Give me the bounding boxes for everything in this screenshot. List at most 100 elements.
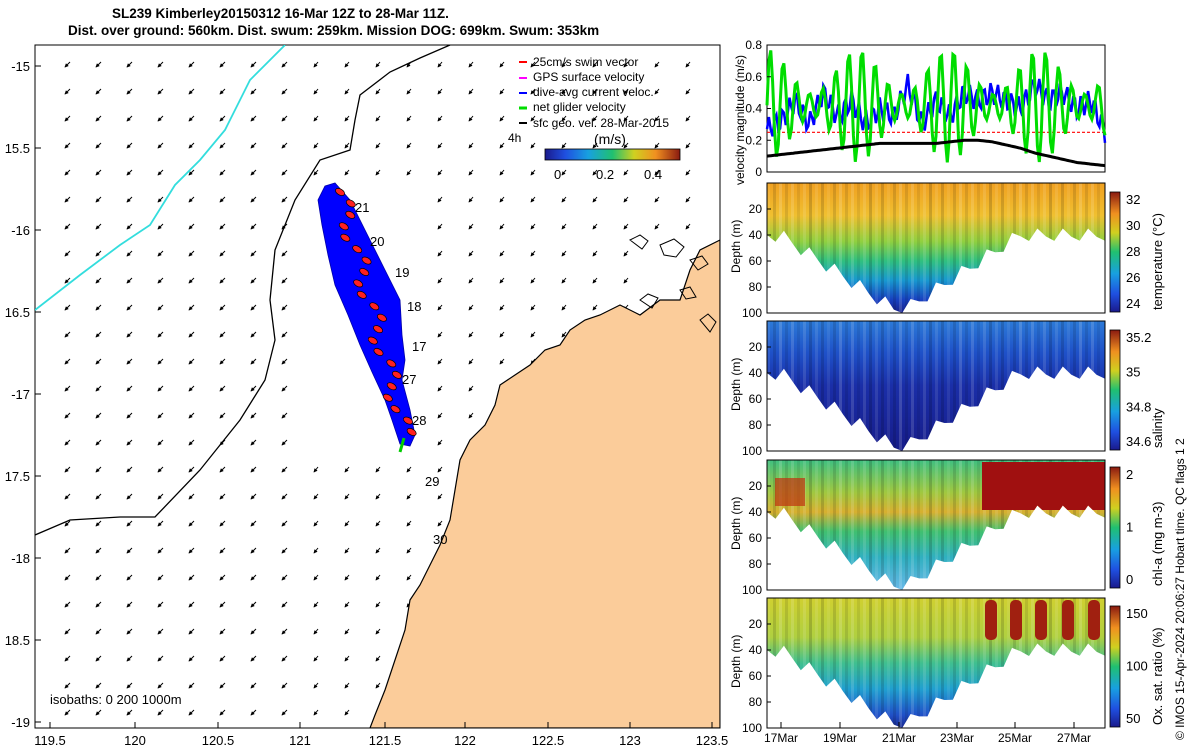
current-arrow [95, 196, 102, 203]
current-arrow [250, 196, 257, 203]
current-arrow [219, 655, 226, 662]
colorbar-tick-label: 2 [1126, 467, 1133, 482]
current-arrow [685, 196, 691, 203]
current-arrow [530, 115, 536, 122]
profile-streak [893, 460, 896, 590]
current-arrow [188, 115, 195, 122]
swim-vector-mark [390, 405, 401, 414]
current-arrow [375, 682, 381, 689]
swim-vector-mark [335, 188, 345, 196]
current-arrow [623, 196, 629, 203]
current-arrow [281, 601, 288, 608]
current-arrow [437, 142, 443, 149]
current-arrow [64, 628, 71, 635]
colorbar-tick-0: 0 [554, 167, 561, 182]
current-arrow [437, 88, 443, 95]
day-label-18: 18 [407, 299, 421, 314]
title-line-1: SL239 Kimberley20150312 16-Mar 12Z to 28… [112, 6, 449, 21]
profile-streak [953, 321, 956, 451]
current-arrow [95, 493, 102, 500]
current-arrow [64, 682, 71, 689]
current-arrow [219, 385, 226, 392]
current-arrow [281, 493, 288, 500]
current-arrow [561, 304, 567, 311]
current-arrow [126, 466, 133, 473]
current-arrow [685, 61, 691, 68]
map-x-tick-label: 123 [619, 733, 641, 748]
profile-streak [905, 183, 908, 313]
current-arrow [375, 115, 381, 122]
depth-axis-label: Depth (m) [729, 635, 743, 688]
current-arrow [561, 142, 567, 149]
current-arrow [250, 520, 257, 527]
colorbar-label: temperature (°C) [1150, 213, 1165, 310]
profile-streak [983, 460, 986, 590]
current-arrow [157, 520, 164, 527]
profile-streak [917, 598, 920, 728]
profile-streak [971, 598, 974, 728]
colorbar-label: chl-a (mg m-3) [1150, 501, 1165, 586]
colorbar-tick-label: 34.8 [1126, 399, 1151, 414]
current-arrow [250, 655, 257, 662]
profile-streak [995, 460, 998, 590]
depth-tick-label: 60 [749, 392, 763, 406]
current-arrow [64, 493, 71, 500]
profile-streak [959, 183, 962, 313]
legend-gps: GPS surface velocity [533, 70, 644, 84]
current-arrow [64, 520, 71, 527]
current-arrow [126, 277, 133, 284]
depth-tick-label: 60 [749, 254, 763, 268]
current-arrow [188, 169, 195, 176]
swim-vector-mark [386, 382, 397, 391]
day-label-27: 27 [402, 372, 416, 387]
current-arrow [157, 277, 164, 284]
profile-streak [995, 598, 998, 728]
section-colorbar [1109, 605, 1121, 728]
current-arrow [64, 601, 71, 608]
depth-tick-label: 80 [749, 418, 763, 432]
profile-streak [923, 598, 926, 728]
depth-tick-label: 40 [749, 366, 763, 380]
current-arrow [313, 169, 319, 176]
profile-streak [893, 183, 896, 313]
current-arrow [219, 493, 226, 500]
current-arrow [437, 223, 443, 230]
current-arrow [654, 61, 660, 68]
depth-tick-label: 40 [749, 643, 763, 657]
depth-tick-label: 60 [749, 531, 763, 545]
current-arrow [375, 601, 381, 608]
swim-vector-mark [373, 325, 383, 334]
profile-streak [929, 321, 932, 451]
current-arrow [499, 358, 505, 365]
profile-streak [995, 183, 998, 313]
section-temperature: 20 40 60 80 100 Depth (m) 32 30 28 26 24 temperatur… [729, 182, 1165, 320]
current-arrow [281, 628, 288, 635]
map-legend: 25cm/s swim vector GPS surface velocity … [508, 55, 669, 145]
profile-streak [935, 321, 938, 451]
depth-tick-label: 60 [749, 669, 763, 683]
current-arrow [530, 196, 536, 203]
current-arrow [250, 169, 257, 176]
profile-streak [845, 321, 848, 451]
current-arrow [188, 61, 195, 68]
section-frame [766, 320, 1106, 452]
current-arrow [530, 277, 536, 284]
current-arrow [188, 223, 195, 230]
current-arrow [250, 223, 257, 230]
current-arrow [592, 250, 598, 257]
current-arrow [219, 547, 226, 554]
current-arrow [250, 628, 257, 635]
depth-tick-label: 100 [742, 444, 762, 458]
profile-streak [821, 460, 824, 590]
current-arrow [623, 223, 629, 230]
current-arrow [64, 304, 71, 311]
profile-streak [935, 460, 938, 590]
current-arrow [344, 142, 350, 149]
net-glider-track [398, 437, 406, 453]
current-arrow [561, 331, 567, 338]
current-arrow [157, 331, 164, 338]
profile-streak [947, 321, 950, 451]
current-arrow [654, 115, 660, 122]
swim-vector-mark [359, 268, 370, 276]
profile-streak [833, 460, 836, 590]
